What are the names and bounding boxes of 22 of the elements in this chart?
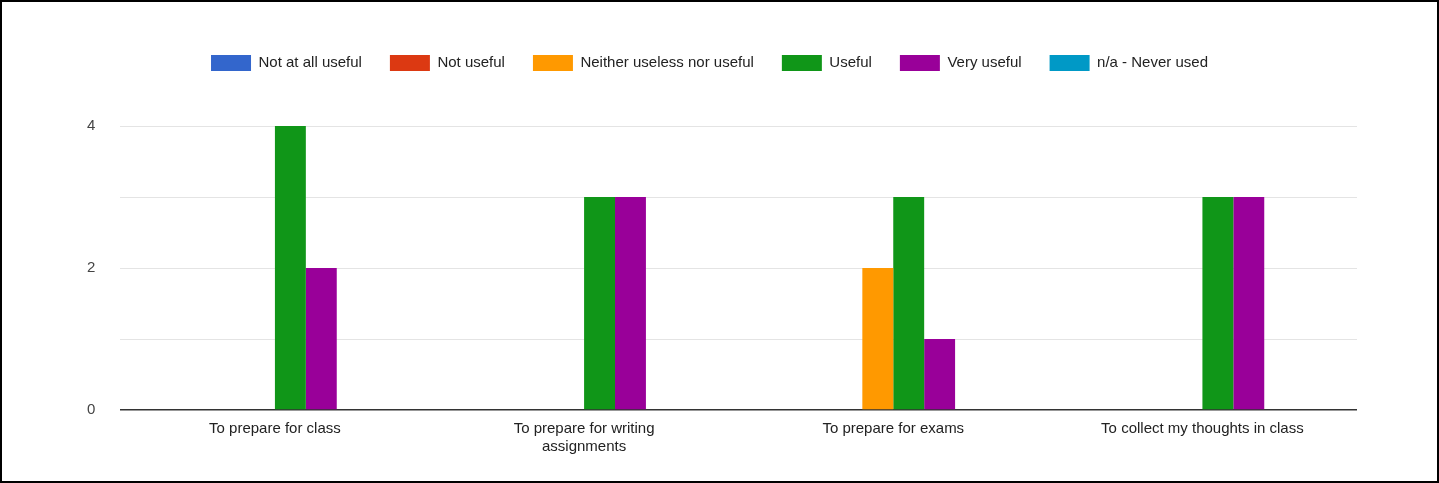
- legend-label: Not useful: [437, 53, 505, 71]
- x-tick-label: To collect my thoughts in class: [1101, 419, 1304, 437]
- bar: [584, 197, 616, 410]
- bar: [274, 126, 306, 410]
- bar: [862, 268, 894, 410]
- bar: [305, 268, 337, 410]
- y-tick-label: 4: [87, 116, 96, 134]
- y-tick-label: 0: [87, 400, 96, 418]
- x-tick-label: To prepare for class: [209, 419, 341, 437]
- legend-label: Not at all useful: [258, 53, 362, 71]
- bar: [924, 339, 956, 410]
- y-tick-label: 2: [87, 258, 96, 276]
- x-tick-label: To prepare for writing assignments: [513, 419, 655, 455]
- bar: [1202, 197, 1234, 410]
- legend-label: Very useful: [947, 53, 1022, 71]
- bar: [615, 197, 646, 410]
- legend-label: Neither useless nor useful: [580, 53, 754, 71]
- legend-label: n/a - Never used: [1097, 53, 1208, 71]
- x-tick-label: To prepare for exams: [822, 419, 965, 437]
- bar: [1233, 197, 1265, 410]
- bar: [893, 197, 925, 410]
- legend-label: Useful: [829, 53, 872, 71]
